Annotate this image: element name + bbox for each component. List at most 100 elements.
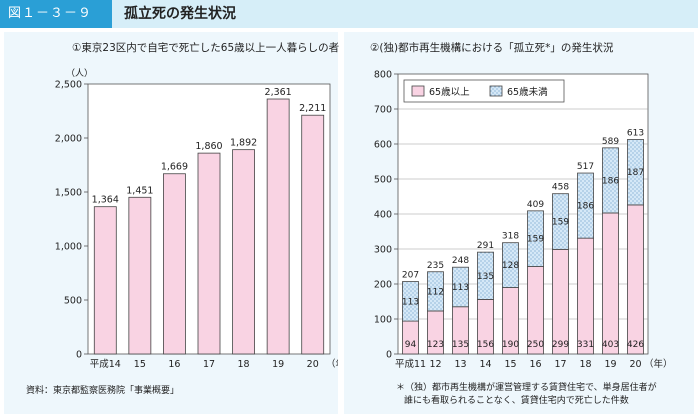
- chart2-data-label-65-under: 112: [427, 287, 444, 297]
- chart2-data-label-65-over: 156: [477, 340, 494, 350]
- chart1-title: ①東京23区内で自宅で死亡した65歳以上一人暮らしの者: [72, 42, 340, 54]
- chart2-bar-65-under: [527, 210, 544, 267]
- chart2-legend-label-65-under: 65歳未満: [507, 86, 548, 98]
- chart1-data-label: 1,364: [92, 195, 119, 206]
- chart2-bar-65-under: [502, 242, 519, 288]
- chart2-data-label-65-under: 159: [552, 218, 569, 228]
- chart2-y-tick-label: 800: [374, 70, 392, 81]
- chart2-y-tick-label: 500: [374, 175, 392, 186]
- chart2-bar-65-over: [627, 204, 644, 355]
- chart2-x-tick-label: 14: [479, 359, 491, 370]
- chart1-source-note: 資料：東京都監察医務院「事業概要」: [26, 386, 180, 396]
- chart2-x-tick-label: 15: [504, 359, 516, 370]
- chart1-data-label: 1,451: [126, 185, 153, 196]
- chart2-legend-label-65-over: 65歳以上: [429, 86, 470, 98]
- figure-header: 図１－３－９ 孤立死の発生状況: [0, 0, 698, 28]
- chart1-data-label: 1,892: [230, 138, 257, 149]
- chart1-x-tick-label: 15: [134, 359, 146, 370]
- chart1-bar: [128, 196, 152, 355]
- chart2-data-label-total: 291: [477, 241, 494, 251]
- chart2-data-label-65-under: 135: [477, 272, 494, 282]
- chart2-data-label-total: 589: [602, 137, 619, 147]
- chart2-svg: 010020030040050060070080094113207平成11123…: [374, 70, 673, 371]
- chart2-data-label-65-over: 250: [527, 340, 544, 350]
- chart1-y-tick-label: 0: [76, 350, 82, 361]
- chart2-title: ②(独)都市再生機構における「孤立死*」の発生状況: [370, 42, 614, 54]
- chart1-y-tick-label: 2,500: [55, 80, 82, 91]
- chart2-x-tick-label: 17: [554, 359, 566, 370]
- chart1-y-unit: （人）: [66, 68, 93, 79]
- chart2-data-label-total: 235: [427, 261, 444, 271]
- chart1-bar: [197, 152, 221, 355]
- chart2-x-tick-label: 12: [429, 359, 441, 370]
- chart1-y-tick-label: 500: [64, 296, 82, 307]
- chart2-data-label-total: 207: [402, 271, 419, 281]
- chart2-data-label-65-over: 299: [552, 340, 569, 350]
- chart2-x-tick-label: 16: [529, 359, 541, 370]
- chart2-data-label-65-over: 331: [577, 340, 594, 350]
- chart1-x-unit: （年）: [326, 358, 338, 370]
- chart2-data-label-total: 613: [627, 128, 644, 138]
- chart2-footnote-line1: ＊（独）都市再生機構が運営管理する賃貸住宅で、単身居住者が: [396, 383, 657, 393]
- chart1-y-tick-label: 1,000: [55, 242, 82, 253]
- chart2-legend-box: [403, 79, 565, 103]
- chart2-data-label-65-over: 94: [405, 340, 417, 350]
- chart2-bar-65-under: [552, 193, 569, 250]
- chart2-bar-65-under: [477, 251, 494, 300]
- chart2-data-label-65-over: 135: [452, 340, 469, 350]
- chart2-data-label-total: 409: [527, 200, 544, 210]
- chart1-x-tick-label: 19: [272, 359, 284, 370]
- chart1-svg: （人） 0 500 1,000 1,500 2,000 2,500 1,364 平成14 1,45…: [55, 68, 338, 370]
- chart1-bar: [232, 149, 255, 355]
- chart2-data-label-total: 318: [502, 232, 519, 242]
- chart2-data-label-65-under: 159: [527, 235, 544, 245]
- chart1-y-tick-label: 1,500: [55, 188, 82, 199]
- chart1-bar: [301, 114, 325, 355]
- chart2-bar-65-over: [552, 248, 569, 355]
- chart2-data-label-65-under: 113: [452, 283, 469, 293]
- chart2-footnote-line2: 誰にも看取られることなく、賃貸住宅内で死亡した件数: [404, 396, 629, 406]
- chart2-x-tick-label: 13: [454, 359, 466, 370]
- chart2-y-tick-label: 400: [374, 210, 392, 221]
- figure-number-badge: 図１－３－９: [0, 0, 112, 28]
- chart1-bar: [93, 206, 117, 355]
- chart2-data-label-total: 248: [452, 256, 469, 266]
- chart2-legend-swatch-65-over: [411, 85, 425, 97]
- chart2-bar-65-under: [452, 266, 469, 308]
- chart1-data-label: 1,669: [161, 162, 188, 173]
- chart1-data-label: 1,860: [195, 141, 222, 152]
- chart1-x-tick-label: 平成14: [90, 358, 121, 370]
- chart2-bar-65-under: [402, 281, 419, 322]
- chart2-data-label-65-under: 187: [627, 168, 644, 178]
- chart2-y-tick-label: 200: [374, 280, 392, 291]
- chart2-x-unit: （年）: [644, 358, 673, 370]
- panel-left: ①東京23区内で自宅で死亡した65歳以上一人暮らしの者 （人） 0 500 1,000…: [4, 32, 340, 414]
- chart2-bar-65-under: [427, 271, 444, 312]
- panel-right: ②(独)都市再生機構における「孤立死*」の発生状況 0 100 200 300 400 5…: [344, 32, 694, 414]
- chart2-data-label-65-over: 123: [427, 340, 444, 350]
- chart2-bar-65-under: [577, 172, 594, 239]
- chart2-data-label-total: 517: [577, 162, 594, 172]
- chart1-data-label: 2,211: [299, 103, 326, 114]
- chart2-y-tick-label: 700: [374, 105, 392, 116]
- chart2-data-label-65-under: 113: [402, 297, 419, 307]
- chart2-y-tick-label: 300: [374, 245, 392, 256]
- chart2-bar-65-under: [627, 139, 644, 206]
- chart1-x-tick-label: 20: [307, 359, 319, 370]
- chart2-data-label-65-under: 186: [577, 202, 594, 212]
- chart2-data-label-65-over: 403: [602, 340, 619, 350]
- chart2-x-tick-label: 20: [629, 359, 641, 370]
- chart2-data-label-65-over: 426: [627, 340, 644, 350]
- chart1-bar: [163, 173, 186, 355]
- chart2-data-label-65-over: 190: [502, 340, 519, 350]
- chart2-bar-65-over: [577, 237, 594, 355]
- chart2-data-label-total: 458: [552, 183, 569, 193]
- figure-title: 孤立死の発生状況: [124, 6, 236, 22]
- chart2-x-tick-label: 平成11: [395, 358, 426, 370]
- chart2-y-tick-label: 600: [374, 140, 392, 151]
- chart1-x-tick-label: 18: [238, 359, 250, 370]
- chart2-y-tick-label: 0: [386, 350, 392, 361]
- chart2-x-tick-label: 18: [579, 359, 591, 370]
- chart2-data-label-65-under: 186: [602, 176, 619, 186]
- chart1-bar: [266, 98, 290, 355]
